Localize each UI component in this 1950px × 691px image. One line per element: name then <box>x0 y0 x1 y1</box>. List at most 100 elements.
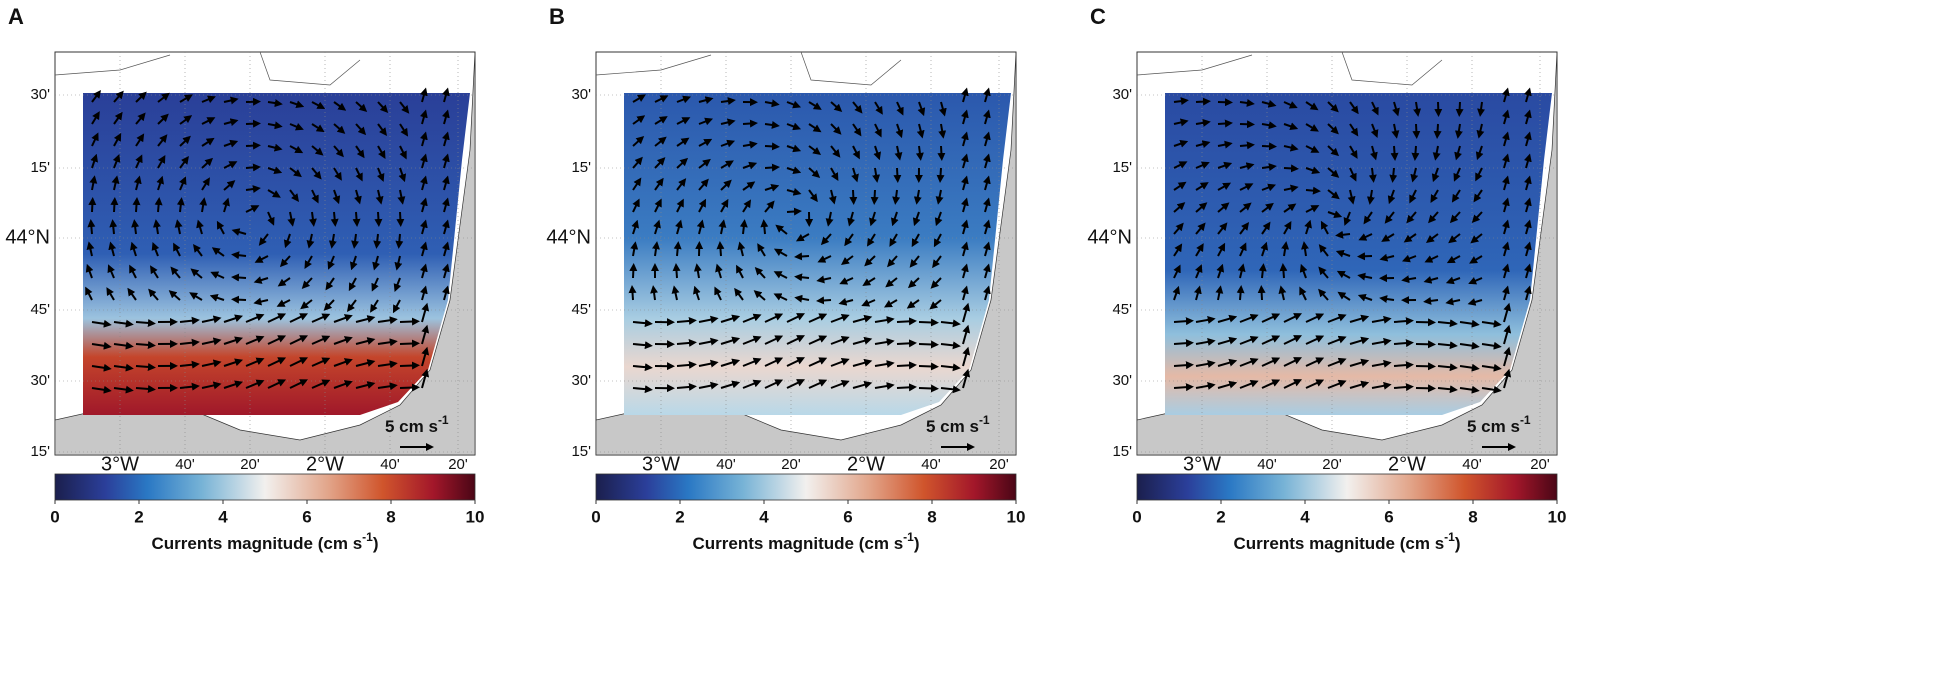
current-arrow <box>1195 243 1204 257</box>
current-arrow <box>442 241 450 257</box>
current-arrow <box>1305 186 1321 195</box>
current-arrow <box>1370 145 1378 161</box>
current-arrow <box>631 219 639 235</box>
current-arrow <box>983 285 991 301</box>
current-arrow <box>333 314 353 323</box>
y-tick-label: 45' <box>571 301 591 318</box>
current-arrow <box>174 219 183 235</box>
current-arrow <box>1173 181 1187 191</box>
current-arrow <box>157 154 166 169</box>
current-arrow <box>1278 285 1287 301</box>
colorbar-tick-label: 10 <box>1007 507 1026 526</box>
current-arrow <box>1217 380 1238 389</box>
current-arrow <box>1392 101 1400 117</box>
x-tick-label: 2°W <box>306 453 344 475</box>
current-arrow <box>786 313 806 323</box>
current-arrow <box>654 177 664 191</box>
current-arrow <box>199 197 208 213</box>
current-arrow <box>915 145 924 161</box>
current-arrow <box>653 219 661 235</box>
current-arrow <box>654 136 667 147</box>
current-arrow <box>628 285 637 301</box>
current-arrow <box>1455 101 1464 117</box>
current-arrow <box>1502 175 1510 191</box>
current-arrow <box>399 145 407 160</box>
current-arrow <box>764 313 784 323</box>
current-arrow <box>148 288 159 301</box>
current-arrow <box>936 167 945 183</box>
current-arrow <box>377 101 389 114</box>
current-arrow <box>983 263 991 279</box>
current-arrow <box>632 341 653 350</box>
current-arrow <box>961 175 969 191</box>
current-arrow <box>1403 233 1417 243</box>
current-arrow <box>201 95 216 104</box>
current-arrow <box>1327 357 1347 367</box>
current-arrow <box>192 243 203 257</box>
current-arrow <box>201 177 210 191</box>
current-arrow <box>808 101 822 110</box>
current-arrow <box>179 382 200 391</box>
current-arrow <box>918 318 939 327</box>
current-arrow <box>420 109 428 125</box>
current-arrow <box>851 167 859 183</box>
current-arrow <box>794 294 810 303</box>
current-arrow <box>1305 145 1320 153</box>
current-arrow <box>1173 317 1194 326</box>
current-arrow <box>1337 291 1351 301</box>
current-arrow <box>253 297 269 306</box>
colorbar-tick-label: 0 <box>591 507 600 526</box>
current-arrow <box>245 185 261 194</box>
current-arrow <box>267 313 287 323</box>
current-arrow <box>1173 383 1194 392</box>
current-arrow <box>170 266 181 279</box>
current-arrow <box>201 157 214 169</box>
current-arrow <box>267 166 283 175</box>
colorbar-label-text: Currents magnitude (cm s <box>693 534 904 553</box>
current-arrow <box>1437 319 1458 328</box>
north-coast <box>1136 51 1443 86</box>
scale-text: 5 cm s <box>926 417 979 436</box>
current-arrow <box>820 233 832 246</box>
current-arrow <box>676 198 684 213</box>
colorbar-tick-label: 10 <box>466 507 485 526</box>
current-arrow <box>1195 140 1211 148</box>
x-tick-label: 20' <box>240 456 260 473</box>
current-arrow <box>1502 153 1510 169</box>
current-arrow <box>442 197 450 213</box>
y-tick-label: 45' <box>30 301 50 318</box>
current-arrow <box>1239 379 1259 389</box>
current-arrow <box>1446 255 1461 264</box>
colorbar-label: Currents magnitude (cm s-1) <box>152 530 379 553</box>
current-arrow <box>113 319 134 328</box>
current-arrow <box>91 341 112 350</box>
current-arrow <box>808 357 828 367</box>
current-field <box>624 93 1011 415</box>
current-arrow <box>889 233 898 247</box>
current-arrow <box>1318 288 1329 301</box>
current-arrow <box>106 287 115 301</box>
current-arrow <box>311 167 322 180</box>
current-arrow <box>1503 368 1512 389</box>
current-arrow <box>742 313 762 323</box>
colorbar-label-sup: -1 <box>1444 530 1455 544</box>
current-arrow <box>1524 197 1532 213</box>
current-arrow <box>1327 335 1347 345</box>
current-arrow <box>354 189 362 205</box>
scale-label: 5 cm s-1 <box>1467 413 1531 436</box>
current-arrow <box>1524 241 1532 257</box>
current-arrow <box>764 335 784 345</box>
current-arrow <box>632 135 645 147</box>
current-arrow <box>91 89 101 103</box>
colorbar <box>595 473 1017 501</box>
current-arrow <box>442 285 450 301</box>
current-arrow <box>396 211 405 227</box>
current-arrow <box>1299 286 1307 301</box>
current-arrow <box>961 153 969 169</box>
current-arrow <box>1445 276 1461 285</box>
current-arrow <box>874 123 882 138</box>
current-arrow <box>1261 221 1271 235</box>
current-arrow <box>1393 317 1414 326</box>
current-arrow <box>420 131 428 147</box>
